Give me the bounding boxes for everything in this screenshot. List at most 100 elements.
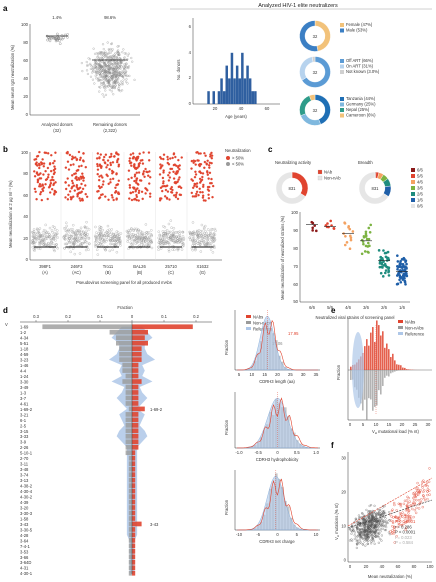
a-dot	[66, 36, 69, 39]
a-dot	[116, 71, 119, 74]
f-dot	[362, 518, 366, 521]
b-dot	[201, 196, 205, 199]
f-dot	[375, 515, 378, 518]
d-nonnab-bar	[128, 532, 132, 538]
b-dot	[167, 250, 171, 253]
d-nab-bar	[132, 527, 136, 532]
f-dot	[353, 537, 356, 540]
f-nab-dot	[406, 508, 409, 512]
b-dot	[129, 234, 132, 237]
f-nab-dot	[419, 489, 422, 492]
f-dot	[380, 513, 383, 516]
b-dot	[211, 195, 214, 199]
b-dot	[53, 165, 56, 168]
d-gene-label: 4-61	[20, 401, 29, 406]
b-dot	[128, 159, 131, 163]
b-dot	[200, 229, 204, 233]
f-dot	[378, 514, 381, 517]
c-dot	[311, 221, 315, 225]
b-dot	[130, 238, 133, 241]
a-donut-slice	[299, 56, 314, 81]
f-xtick: 20	[364, 564, 369, 569]
a-dot	[96, 70, 99, 74]
b-dot	[81, 236, 85, 239]
f-dot	[364, 533, 367, 536]
b-dot	[147, 237, 150, 241]
b-dot	[99, 226, 103, 229]
d-gene-label: 3-11	[20, 462, 29, 467]
b-dot	[200, 223, 204, 227]
a-dot	[100, 51, 103, 54]
a-left-ylabel: Mean serum IgG neutralization (%)	[10, 44, 15, 110]
b-dot	[147, 151, 151, 154]
b-dot	[196, 233, 200, 237]
b-dot	[42, 162, 46, 165]
b-dot	[70, 234, 74, 238]
b-dot	[136, 166, 139, 169]
d-nonnab-bar	[125, 450, 132, 456]
b-dot	[136, 233, 139, 236]
b-dot	[48, 163, 52, 166]
e-nonnab-bar	[398, 370, 400, 371]
f-dot	[368, 512, 371, 515]
b-dot	[115, 172, 118, 175]
f-dot	[373, 532, 376, 535]
b-dot	[111, 161, 115, 164]
a-dot	[113, 81, 116, 84]
b-dot	[132, 228, 135, 232]
b-dot	[39, 241, 43, 244]
f-dot	[363, 514, 366, 517]
b-dot	[200, 239, 203, 242]
b-dot	[83, 225, 86, 228]
b-dot	[35, 198, 38, 201]
b-dot	[134, 157, 138, 160]
cdr-len-xlabel: CDRH3 length (aa)	[259, 379, 295, 384]
b-dot	[137, 164, 141, 167]
b-dot	[128, 197, 131, 200]
b-dot	[108, 249, 111, 253]
b-dot	[130, 198, 134, 202]
d-gene-label: 3-30	[20, 379, 29, 384]
b-dot	[115, 251, 119, 254]
f-dot	[356, 535, 359, 538]
c-dot	[313, 224, 317, 227]
b-dot	[75, 178, 79, 182]
f-ytick: 0	[344, 558, 347, 563]
b-dot	[85, 226, 89, 229]
a-dot	[109, 55, 112, 58]
b-dot	[178, 185, 181, 188]
d-nab-bar	[132, 532, 136, 538]
b-dot	[117, 165, 120, 168]
d-nonnab-bar	[128, 472, 132, 477]
b-dot	[110, 231, 113, 235]
a-dot	[100, 82, 103, 85]
f-nab-dot	[393, 530, 397, 533]
d-nab-bar	[132, 505, 136, 510]
b-dot	[66, 177, 69, 180]
b-dot	[174, 231, 177, 234]
e-ylabel: Fraction	[336, 364, 341, 380]
b-dot	[176, 180, 179, 184]
c-dot	[396, 260, 400, 263]
b-dot	[38, 182, 42, 186]
b-dot	[99, 237, 102, 240]
b-dot	[45, 177, 49, 181]
b-dot	[209, 153, 212, 156]
b-dot	[65, 224, 68, 228]
d-gene-label: 3-49	[20, 385, 29, 390]
b-dot	[195, 230, 199, 234]
f-dot	[368, 517, 371, 520]
b-dot	[207, 242, 210, 246]
b-ytick: 60	[23, 193, 28, 198]
e-nonnab-bar	[386, 370, 388, 376]
b-dot	[149, 192, 152, 195]
d-gene-label: 3-66	[20, 555, 29, 560]
a-dot	[121, 70, 124, 73]
b-dot	[72, 231, 76, 235]
b-dot	[107, 182, 110, 186]
b-dot	[87, 237, 91, 240]
f-dot	[377, 528, 380, 532]
a-donut-center: 32	[313, 108, 318, 113]
c-dot	[360, 252, 364, 256]
a-dot	[118, 51, 121, 55]
